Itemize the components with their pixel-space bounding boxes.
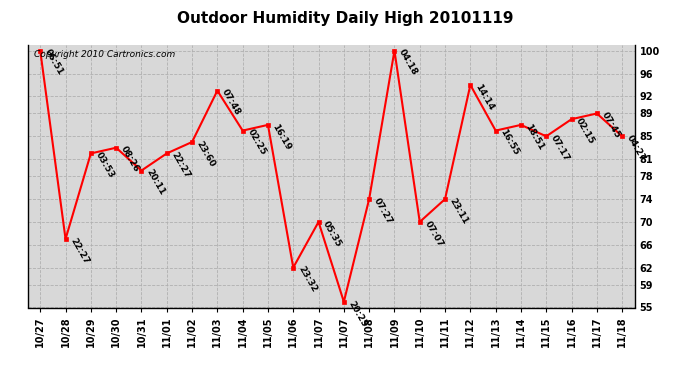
Text: 07:17: 07:17: [549, 134, 571, 163]
Text: 03:53: 03:53: [94, 151, 116, 180]
Text: 07:45: 07:45: [600, 111, 622, 140]
Text: Outdoor Humidity Daily High 20101119: Outdoor Humidity Daily High 20101119: [177, 11, 513, 26]
Text: 22:27: 22:27: [68, 236, 90, 266]
Text: 20:11: 20:11: [144, 168, 166, 197]
Text: 16:55: 16:55: [498, 128, 520, 157]
Text: 04:18: 04:18: [397, 48, 420, 77]
Text: 02:15: 02:15: [574, 116, 596, 146]
Text: 23:32: 23:32: [296, 265, 318, 294]
Text: 06:51: 06:51: [43, 48, 65, 77]
Text: 22:27: 22:27: [170, 151, 192, 180]
Text: 08:26: 08:26: [119, 145, 141, 174]
Text: 20:25: 20:25: [346, 299, 368, 328]
Text: 23:11: 23:11: [448, 196, 470, 226]
Text: 07:07: 07:07: [422, 219, 444, 248]
Text: 07:27: 07:27: [372, 196, 394, 226]
Text: 04:27: 04:27: [625, 134, 647, 163]
Text: 23:60: 23:60: [195, 139, 217, 168]
Text: 02:25: 02:25: [246, 128, 268, 157]
Text: 14:14: 14:14: [473, 82, 495, 112]
Text: 05:35: 05:35: [322, 219, 344, 248]
Text: 18:51: 18:51: [524, 122, 546, 152]
Text: Copyright 2010 Cartronics.com: Copyright 2010 Cartronics.com: [34, 50, 175, 59]
Text: 16:19: 16:19: [270, 122, 293, 152]
Text: 07:48: 07:48: [220, 88, 242, 117]
